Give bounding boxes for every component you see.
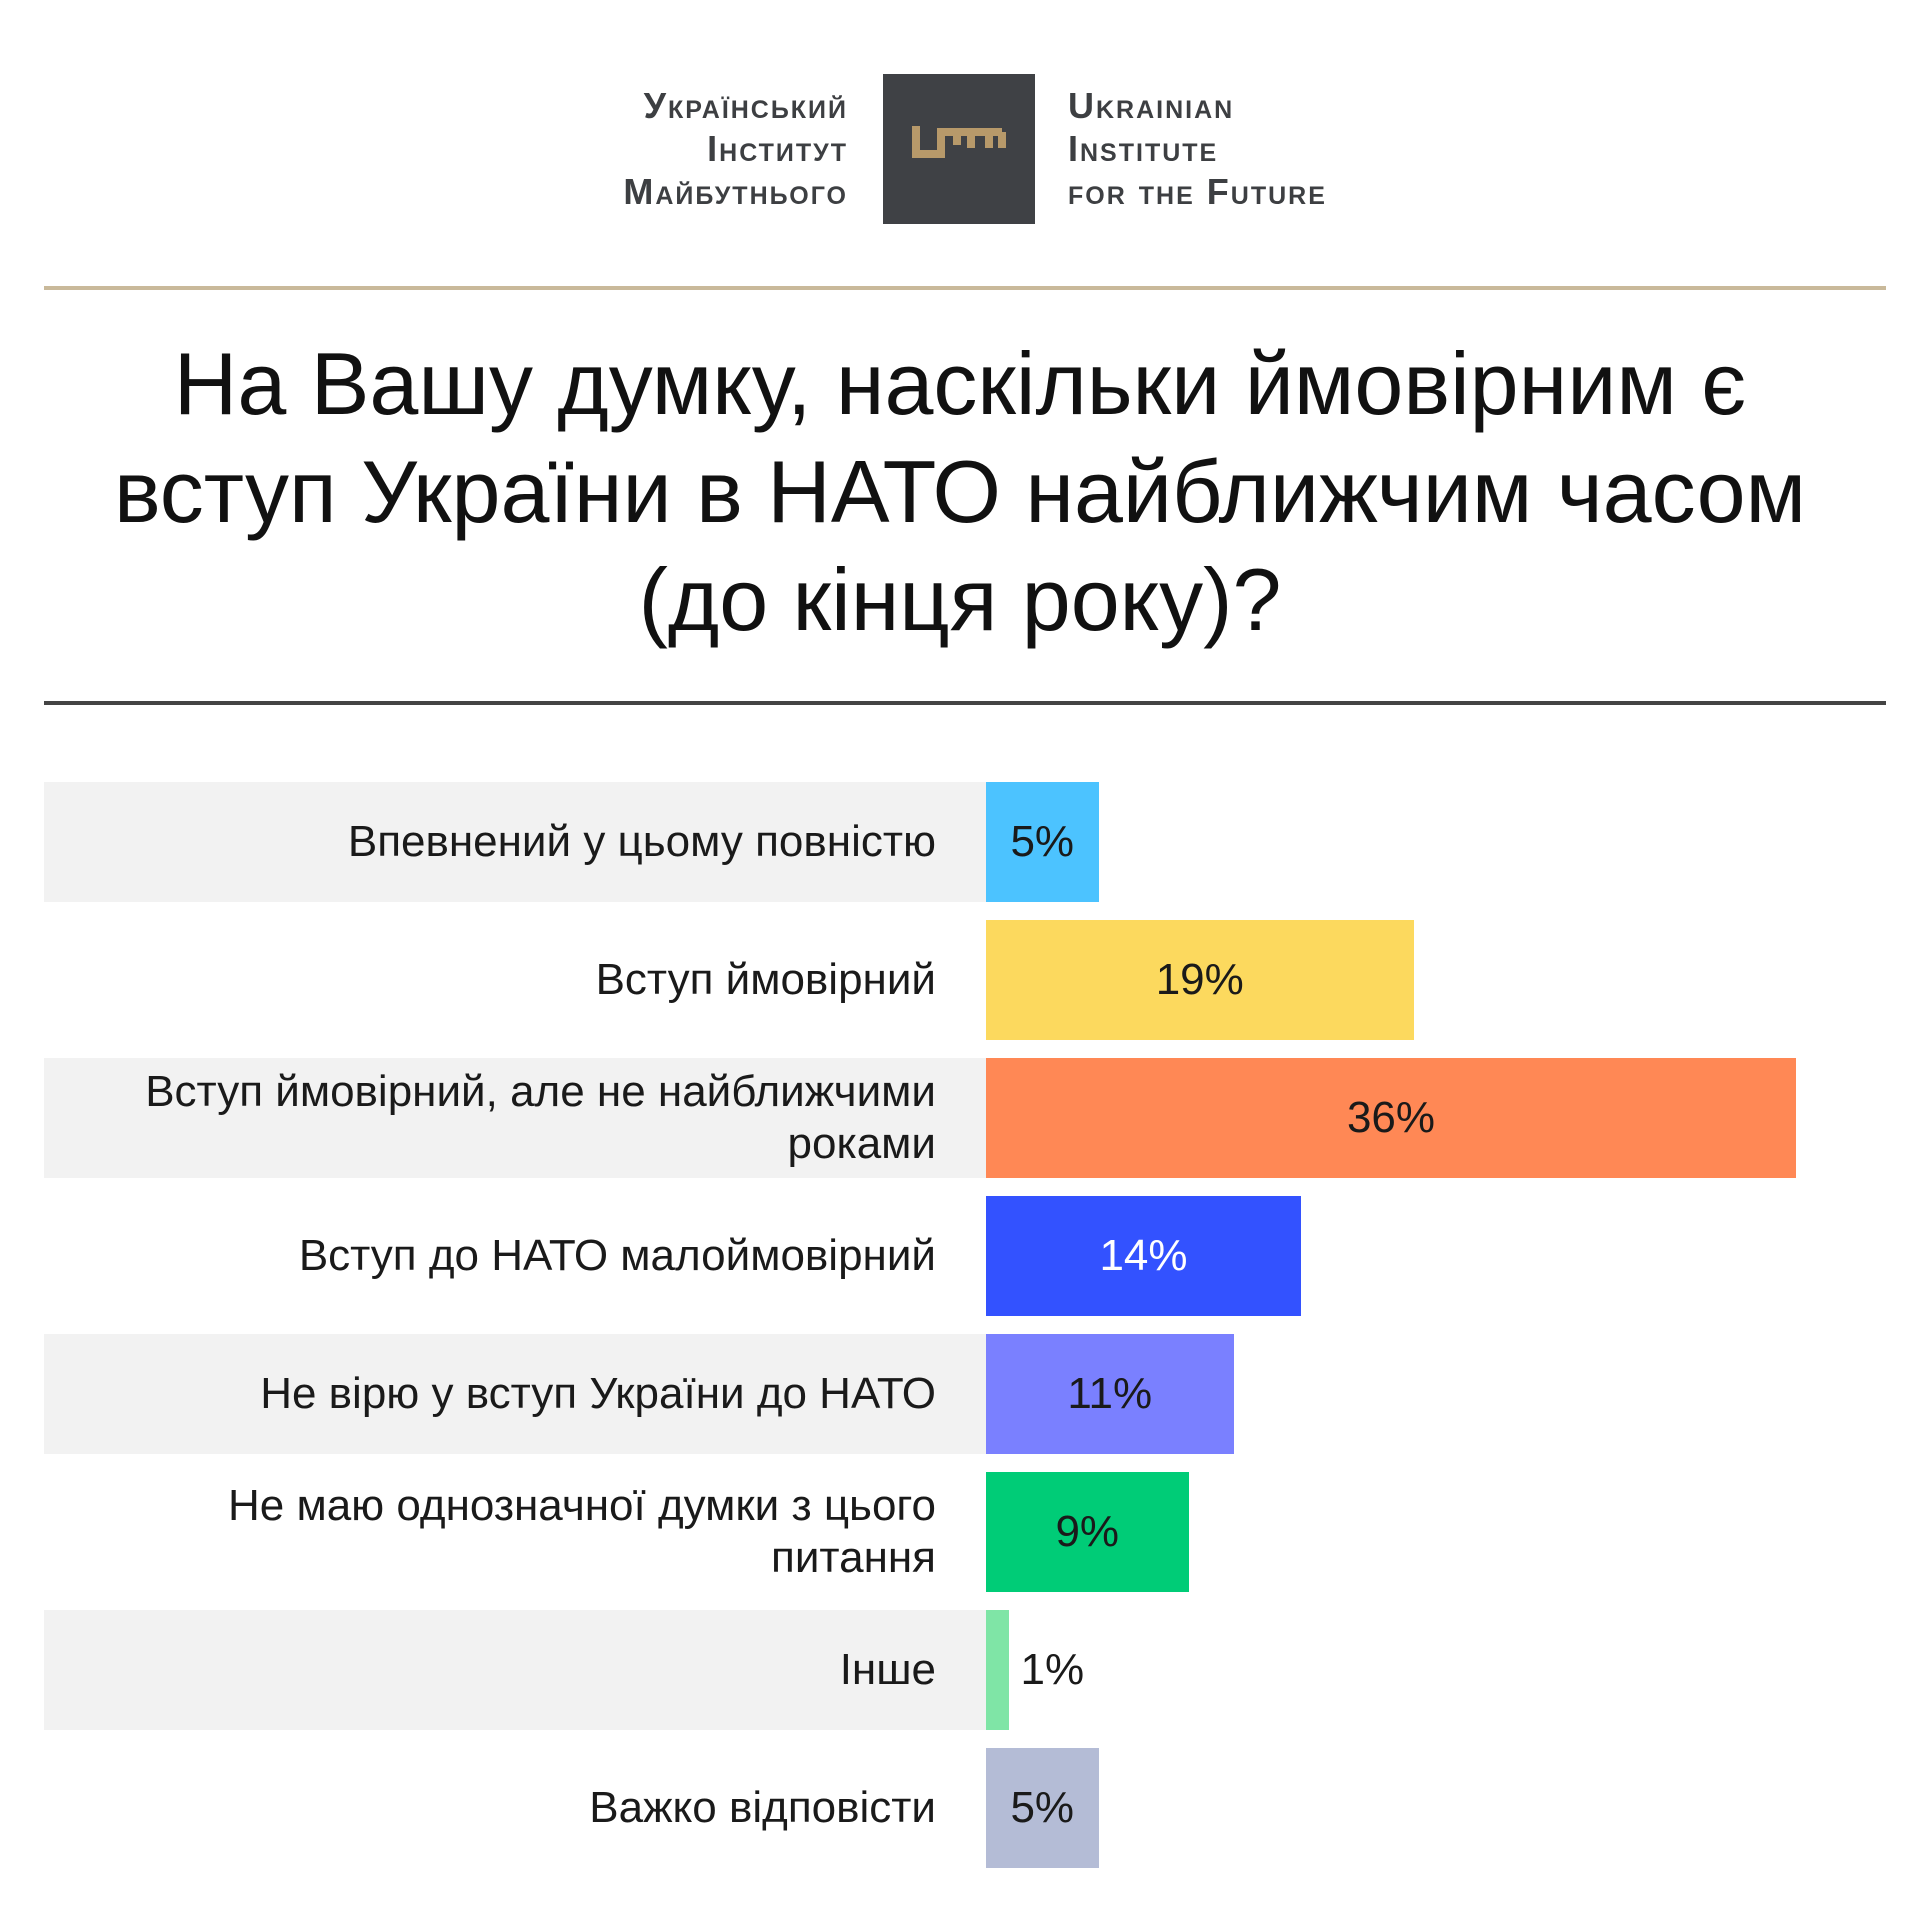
bar-value-label: 9% (1055, 1507, 1120, 1556)
category-label: Впевнений у цьому повністю (347, 817, 936, 866)
divider-top (44, 286, 1886, 290)
row-band (44, 1058, 986, 1178)
key-icon (912, 126, 1006, 158)
category-label: Важко відповісти (589, 1783, 936, 1832)
bar (986, 920, 1414, 1040)
category-label: Вступ ймовірний (595, 955, 936, 1004)
category-label: Вступ ймовірний, але не найближчими рока… (145, 1067, 936, 1168)
row-band (44, 782, 986, 902)
brand-en-line-3: for the Future (1068, 171, 1327, 212)
brand-name-english: Ukrainian Institute for the Future (1068, 84, 1327, 213)
bar (986, 1196, 1301, 1316)
bar-value-label: 1% (1020, 1645, 1085, 1694)
bar (986, 1058, 1796, 1178)
bar (986, 1334, 1234, 1454)
bar (986, 1748, 1099, 1868)
header: Український Інститут Майбутнього Ukraini… (0, 0, 1920, 240)
bar-value-label: 11% (1067, 1369, 1153, 1418)
bar-value-label: 5% (1010, 817, 1075, 866)
logo (883, 74, 1035, 224)
bar (986, 1472, 1189, 1592)
bar-value-label: 5% (1010, 1783, 1075, 1832)
bar-value-label: 19% (1155, 955, 1244, 1004)
bar (986, 1610, 1009, 1730)
bar-value-label: 36% (1346, 1093, 1436, 1142)
category-label: Не маю однозначної думки з цього питання (227, 1481, 936, 1582)
chart-title: На Вашу думку, наскільки ймовірним є вст… (113, 334, 1807, 649)
brand-ua-line-1: Український (643, 85, 848, 126)
bar (986, 782, 1099, 902)
divider-under-title (44, 701, 1886, 705)
brand-en-line-1: Ukrainian (1068, 85, 1235, 126)
row-band (44, 1610, 986, 1730)
category-label: Не вірю у вступ України до НАТО (260, 1369, 936, 1418)
brand-name-ukrainian: Український Інститут Майбутнього (623, 84, 848, 213)
brand-ua-line-2: Інститут (707, 128, 848, 169)
bar-value-label: 14% (1099, 1231, 1188, 1280)
category-label: Інше (839, 1645, 936, 1694)
row-band (44, 1334, 986, 1454)
brand-en-line-2: Institute (1068, 128, 1219, 169)
category-label: Вступ до НАТО малоймовірний (298, 1231, 936, 1280)
brand-ua-line-3: Майбутнього (623, 171, 848, 212)
